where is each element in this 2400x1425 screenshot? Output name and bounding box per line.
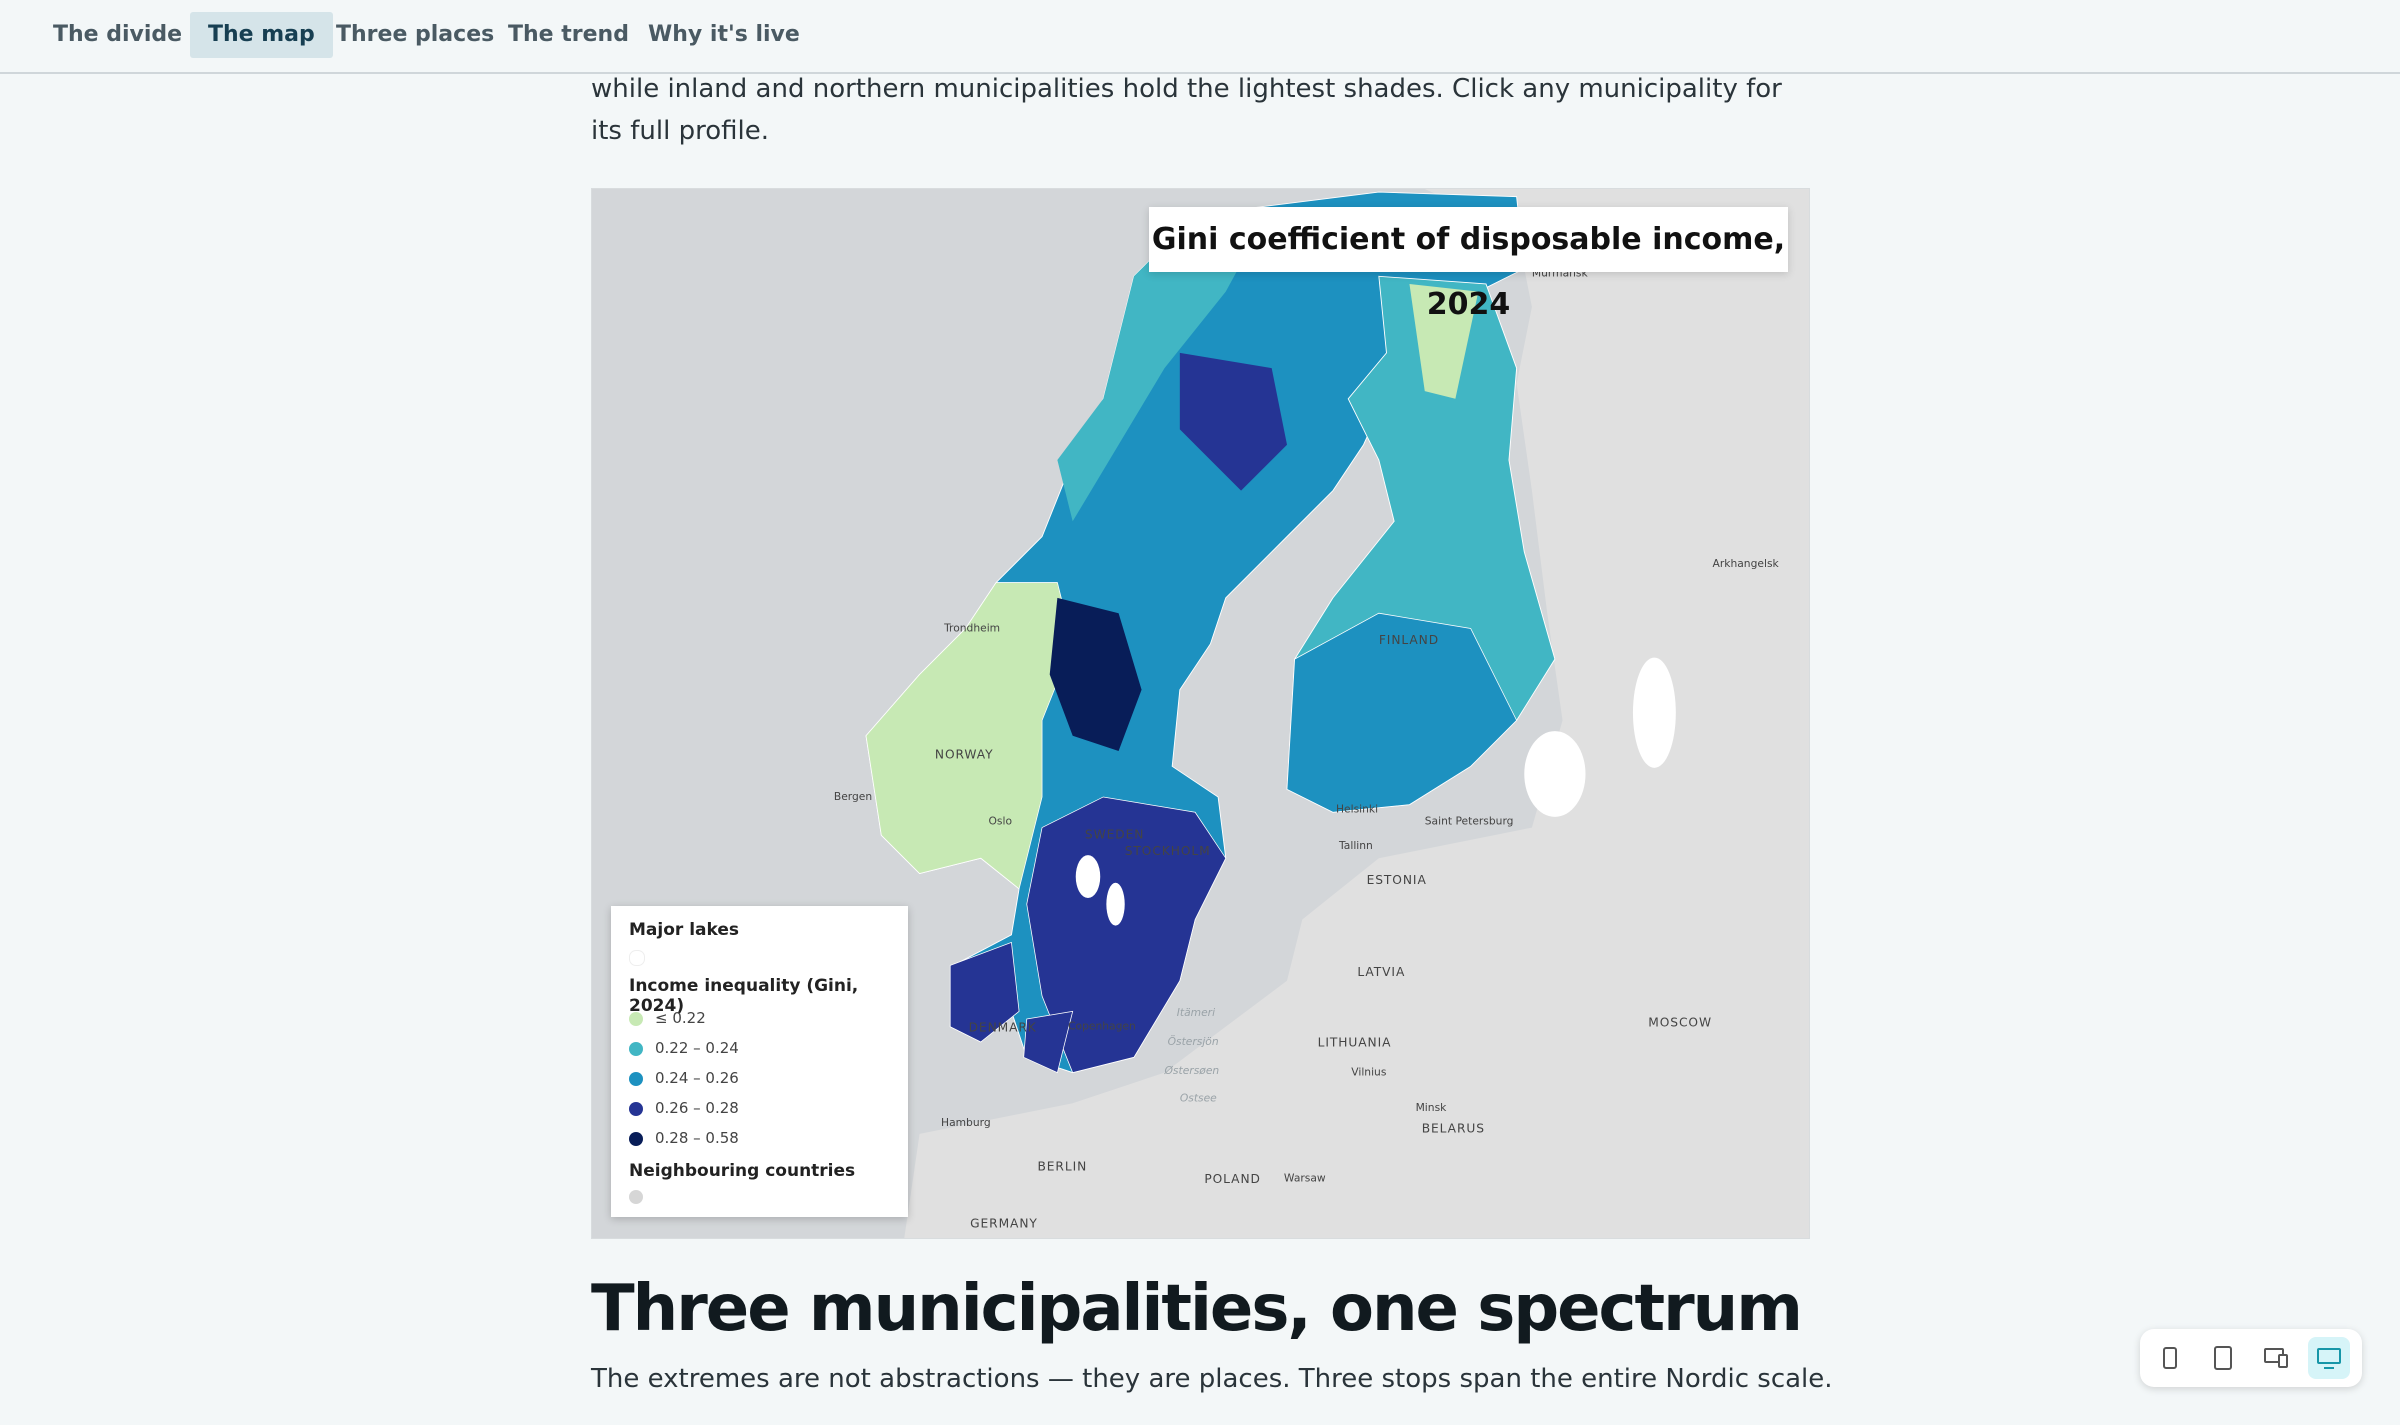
region xyxy=(1409,283,1479,399)
region xyxy=(1026,796,1227,1074)
lake-swatch xyxy=(629,950,645,966)
nav-item[interactable]: The divide xyxy=(53,22,183,47)
place-label: Oslo xyxy=(988,815,1012,828)
region xyxy=(1286,612,1518,813)
lake xyxy=(1632,657,1676,768)
place-label: Ostsee xyxy=(1180,1092,1217,1105)
legend-label: 0.28 – 0.58 xyxy=(655,1129,739,1147)
region xyxy=(1057,207,1272,522)
place-label: LITHUANIA xyxy=(1318,1036,1392,1050)
region xyxy=(1049,597,1142,752)
legend-swatch xyxy=(629,1041,643,1056)
viewport-toolbar xyxy=(2140,1329,2362,1387)
place-label: STOCKHOLM xyxy=(1125,844,1211,858)
place-label: Bergen xyxy=(834,790,872,803)
place-label: BELARUS xyxy=(1422,1121,1485,1135)
place-label: FINLAND xyxy=(1379,633,1439,647)
place-label: SWEDEN xyxy=(1085,827,1144,841)
mobile-view[interactable] xyxy=(2149,1337,2191,1379)
neighbouring-land xyxy=(904,189,1809,1238)
region xyxy=(865,582,1074,890)
legend-item: 0.22 – 0.24 xyxy=(629,1039,739,1057)
lake xyxy=(1524,731,1586,817)
region xyxy=(1179,352,1287,491)
place-label: Saint Petersburg xyxy=(1425,815,1514,828)
place-label: Østersøen xyxy=(1164,1064,1220,1077)
place-label: BERLIN xyxy=(1037,1160,1087,1174)
intro-text: while inland and northern municipalities… xyxy=(591,74,1782,146)
neighbour-swatch xyxy=(629,1190,643,1204)
legend-item: ≤ 0.22 xyxy=(629,1009,706,1027)
place-label: NORWAY xyxy=(935,748,994,762)
nav-item[interactable]: Why it's live xyxy=(648,22,800,47)
place-label: Copenhagen xyxy=(1068,1020,1136,1033)
legend-label: 0.26 – 0.28 xyxy=(655,1099,739,1117)
place-label: Warsaw xyxy=(1284,1171,1326,1184)
place-label: Itämeri xyxy=(1177,1006,1215,1019)
map-title: Gini coefficient of disposable income, 2… xyxy=(1149,207,1788,322)
place-label: Tallinn xyxy=(1338,839,1373,852)
legend-item: 0.24 – 0.26 xyxy=(629,1069,739,1087)
nav-item[interactable]: The trend xyxy=(508,22,629,47)
tablet-view[interactable] xyxy=(2202,1337,2244,1379)
nav-bar: The divide The map Three places The trend Wh… xyxy=(0,0,2400,74)
legend-label: ≤ 0.22 xyxy=(655,1009,706,1027)
nav-item[interactable]: The map xyxy=(190,12,333,58)
place-label: Helsinki xyxy=(1336,802,1378,815)
place-label: LATVIA xyxy=(1357,965,1405,979)
place-label: Hamburg xyxy=(941,1116,991,1129)
place-label: Arkhangelsk xyxy=(1713,557,1780,570)
legend-heading: Major lakes xyxy=(629,920,739,940)
legend-label: 0.22 – 0.24 xyxy=(655,1039,739,1057)
legend-label: 0.24 – 0.26 xyxy=(655,1069,739,1087)
legend-swatch xyxy=(629,1011,643,1026)
lake xyxy=(1075,855,1101,899)
place-label: DENMARK xyxy=(969,1020,1037,1034)
nav-item[interactable]: Three places xyxy=(336,22,495,47)
place-label: Östersjön xyxy=(1168,1035,1219,1048)
desktop-view[interactable] xyxy=(2308,1337,2350,1379)
legend-item: 0.26 – 0.28 xyxy=(629,1099,739,1117)
place-label: Minsk xyxy=(1416,1101,1448,1114)
legend-heading: Neighbouring countries xyxy=(629,1161,856,1181)
section-text: The extremes are not abstractions — they… xyxy=(591,1364,1833,1394)
place-label: Trondheim xyxy=(943,622,1000,635)
legend-swatch xyxy=(629,1101,643,1116)
legend-item: 0.28 – 0.58 xyxy=(629,1129,739,1147)
place-label: MOSCOW xyxy=(1648,1016,1712,1030)
legend: Major lakes Income inequality (Gini, 202… xyxy=(611,906,908,1217)
legend-swatch xyxy=(629,1131,643,1146)
responsive-view[interactable] xyxy=(2255,1337,2297,1379)
place-label: Vilnius xyxy=(1351,1066,1387,1079)
place-label: GERMANY xyxy=(970,1216,1038,1230)
denmark xyxy=(949,941,1074,1074)
legend-swatch xyxy=(629,1071,643,1086)
place-label: POLAND xyxy=(1204,1172,1261,1186)
lake xyxy=(1106,882,1125,926)
section-heading: Three municipalities, one spectrum xyxy=(591,1272,1803,1346)
legend-heading: Income inequality (Gini, 2024) xyxy=(629,976,859,1016)
place-label: ESTONIA xyxy=(1367,873,1427,887)
